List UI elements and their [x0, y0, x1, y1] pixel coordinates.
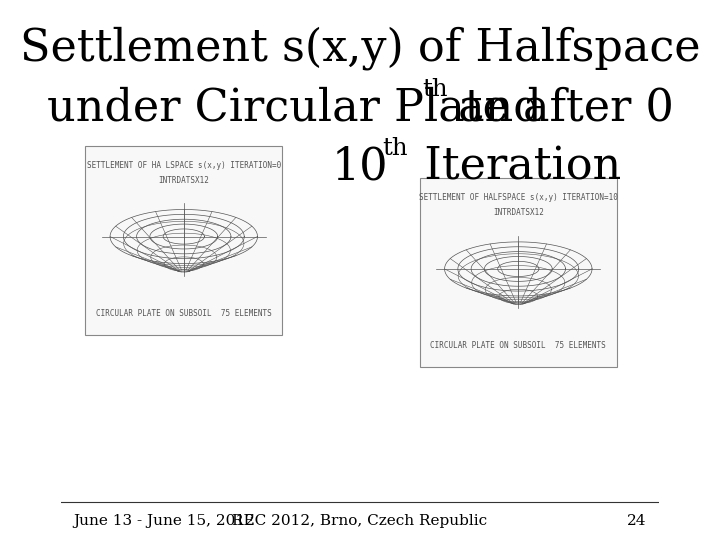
Text: th: th	[422, 78, 448, 100]
Text: th: th	[382, 137, 408, 160]
Text: SETTLEMENT OF HA LSPACE s(x,y) ITERATION=0: SETTLEMENT OF HA LSPACE s(x,y) ITERATION…	[86, 161, 281, 170]
Text: Settlement s(x,y) of Halfspace: Settlement s(x,y) of Halfspace	[19, 27, 701, 70]
Bar	[420, 178, 617, 367]
Text: under Circular Plate after 0: under Circular Plate after 0	[47, 86, 673, 130]
Text: REC 2012, Brno, Czech Republic: REC 2012, Brno, Czech Republic	[233, 514, 487, 528]
Text: SETTLEMENT OF HALFSPACE s(x,y) ITERATION=10: SETTLEMENT OF HALFSPACE s(x,y) ITERATION…	[419, 193, 618, 202]
Text: 10: 10	[332, 146, 388, 189]
Text: INTRDATSX12: INTRDATSX12	[158, 176, 210, 185]
Text: Iteration: Iteration	[396, 146, 621, 189]
Bar	[85, 146, 282, 335]
Text: CIRCULAR PLATE ON SUBSOIL  75 ELEMENTS: CIRCULAR PLATE ON SUBSOIL 75 ELEMENTS	[96, 309, 271, 318]
Text: and: and	[444, 86, 541, 130]
Text: 24: 24	[627, 514, 647, 528]
Text: INTRDATSX12: INTRDATSX12	[493, 208, 544, 218]
Text: CIRCULAR PLATE ON SUBSOIL  75 ELEMENTS: CIRCULAR PLATE ON SUBSOIL 75 ELEMENTS	[431, 341, 606, 350]
Text: June 13 - June 15, 2012: June 13 - June 15, 2012	[73, 514, 255, 528]
